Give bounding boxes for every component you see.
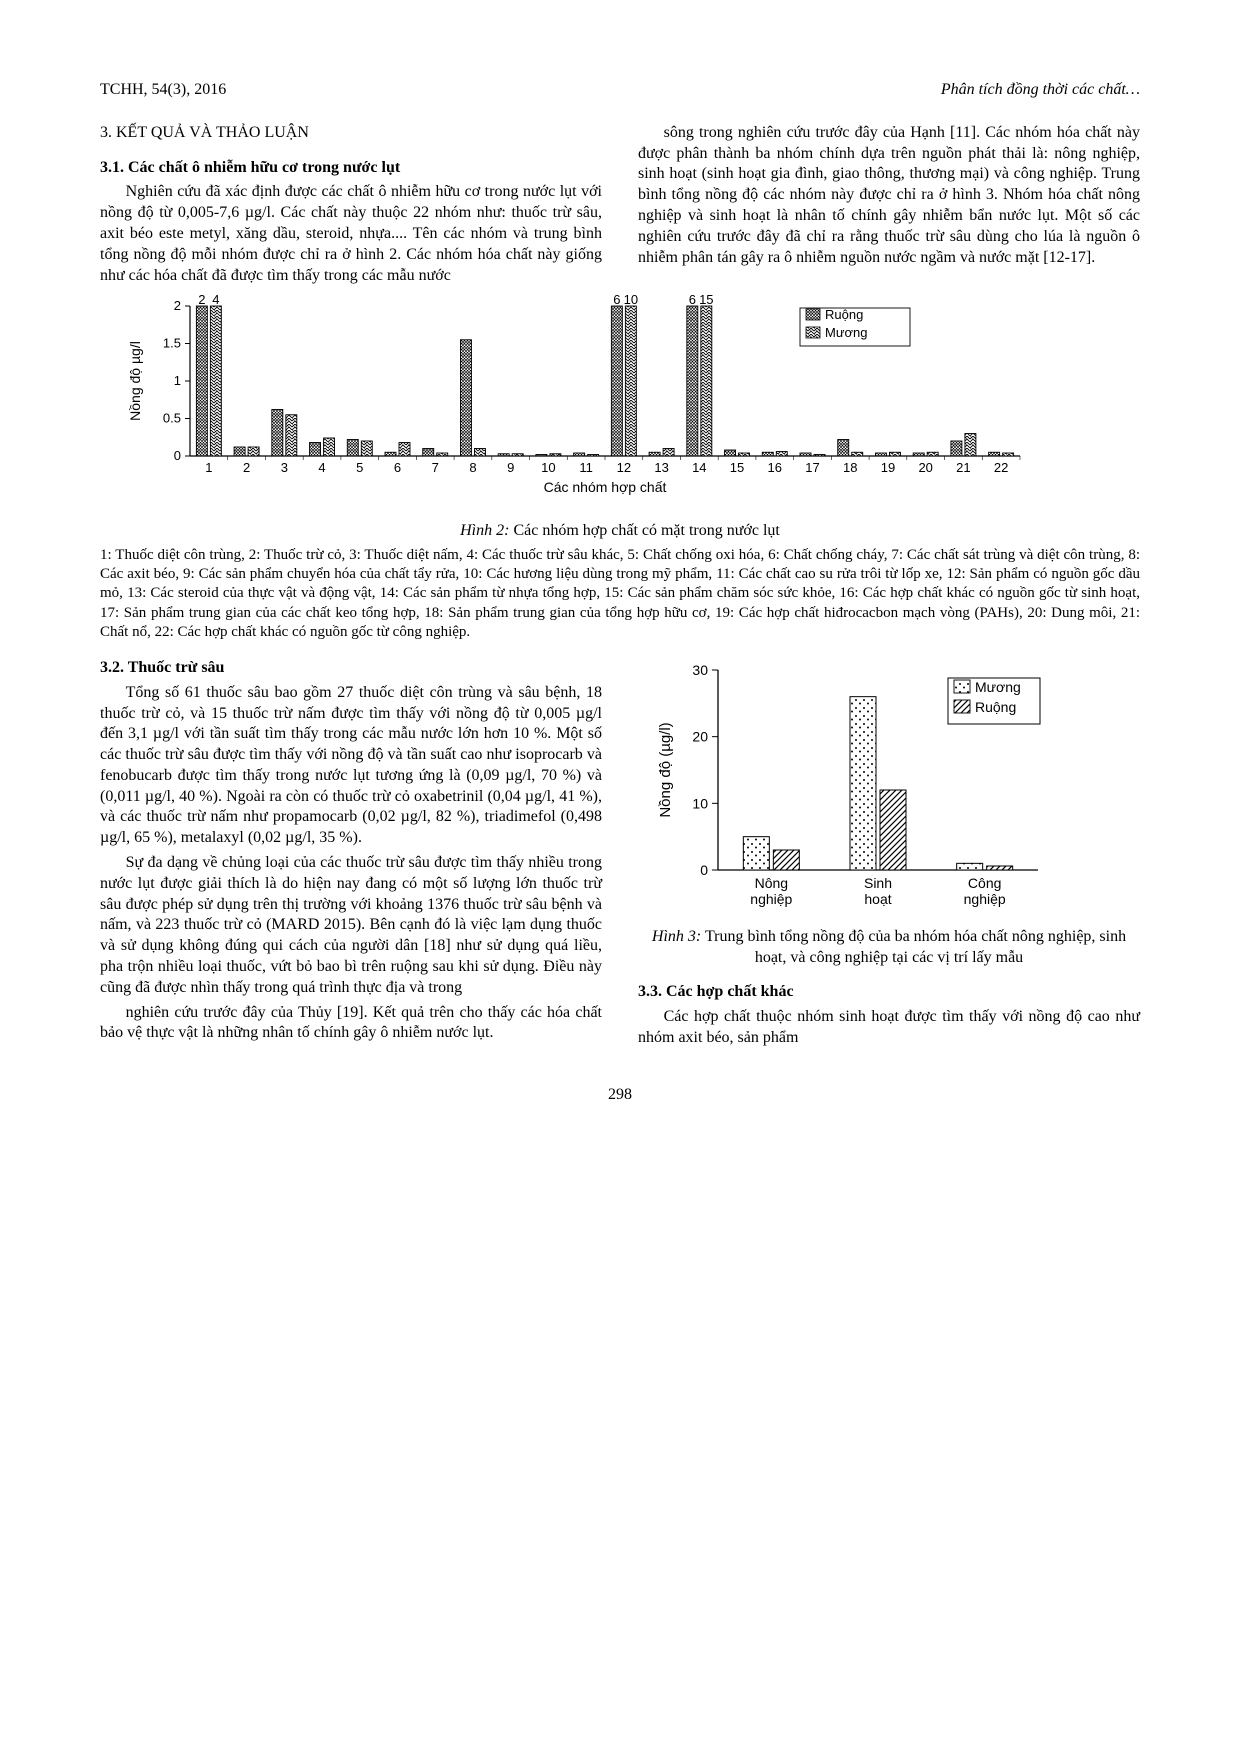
svg-text:20: 20	[918, 460, 932, 475]
running-head-right: Phân tích đồng thời các chất…	[941, 80, 1140, 101]
svg-text:nghiệp: nghiệp	[964, 891, 1006, 907]
svg-text:8: 8	[469, 460, 476, 475]
figure-2-caption: Hình 2: Các nhóm hợp chất có mặt trong n…	[100, 521, 1140, 542]
svg-text:15: 15	[699, 292, 713, 307]
svg-text:10: 10	[624, 292, 638, 307]
svg-text:16: 16	[768, 460, 782, 475]
figure-3-caption-label: Hình 3:	[652, 928, 701, 945]
svg-text:6: 6	[689, 292, 696, 307]
svg-text:Mương: Mương	[975, 679, 1021, 695]
para-right-continuation: nghiên cứu trước đây của Thủy [19]. Kết …	[100, 1003, 602, 1045]
intro-columns: 3. KẾT QUẢ VÀ THẢO LUẬN 3.1. Các chất ô …	[100, 123, 1140, 287]
svg-text:0.5: 0.5	[163, 411, 181, 426]
svg-text:13: 13	[654, 460, 668, 475]
svg-text:6: 6	[613, 292, 620, 307]
svg-text:2: 2	[174, 298, 181, 313]
svg-text:10: 10	[692, 795, 708, 811]
svg-text:Các nhóm hợp chất: Các nhóm hợp chất	[544, 479, 667, 495]
svg-text:18: 18	[843, 460, 857, 475]
para-3.2-a: Tổng số 61 thuốc sâu bao gồm 27 thuốc di…	[100, 683, 602, 849]
svg-text:0: 0	[174, 448, 181, 463]
figure-3-chart: 0102030Nồng độ (µg/l)NôngnghiệpSinhhoạtC…	[638, 658, 1068, 918]
svg-text:5: 5	[356, 460, 363, 475]
svg-text:4: 4	[318, 460, 325, 475]
svg-text:19: 19	[881, 460, 895, 475]
svg-text:7: 7	[432, 460, 439, 475]
svg-text:2: 2	[243, 460, 250, 475]
running-head: TCHH, 54(3), 2016 Phân tích đồng thời cá…	[100, 80, 1140, 101]
svg-text:Công: Công	[968, 875, 1001, 891]
svg-text:Mương: Mương	[825, 325, 868, 340]
svg-text:1: 1	[174, 373, 181, 388]
svg-text:1: 1	[205, 460, 212, 475]
figure-3-caption-text: Trung bình tổng nồng độ của ba nhóm hóa …	[701, 928, 1126, 966]
section-3.3-title: 3.3. Các hợp chất khác	[638, 982, 1140, 1003]
svg-text:12: 12	[617, 460, 631, 475]
figure-2-caption-text: Các nhóm hợp chất có mặt trong nước lụt	[509, 522, 779, 539]
svg-text:Nông: Nông	[755, 875, 788, 891]
svg-text:10: 10	[541, 460, 555, 475]
para-3.1-right: sông trong nghiên cứu trước đây của Hạnh…	[638, 123, 1140, 269]
svg-text:nghiệp: nghiệp	[750, 891, 792, 907]
svg-text:0: 0	[700, 862, 708, 878]
figure-3-caption: Hình 3: Trung bình tổng nồng độ của ba n…	[638, 927, 1140, 969]
svg-text:22: 22	[994, 460, 1008, 475]
svg-text:14: 14	[692, 460, 706, 475]
svg-text:6: 6	[394, 460, 401, 475]
para-3.1-left: Nghiên cứu đã xác định được các chất ô n…	[100, 182, 602, 286]
svg-text:15: 15	[730, 460, 744, 475]
running-head-left: TCHH, 54(3), 2016	[100, 80, 226, 101]
svg-text:3: 3	[281, 460, 288, 475]
svg-text:Ruộng: Ruộng	[975, 699, 1016, 715]
svg-text:Sinh: Sinh	[864, 875, 892, 891]
section-3.1-title: 3.1. Các chất ô nhiễm hữu cơ trong nước …	[100, 158, 602, 179]
lower-columns: 3.2. Thuốc trừ sâu Tổng số 61 thuốc sâu …	[100, 658, 1140, 1052]
figure-2-caption-label: Hình 2:	[460, 522, 509, 539]
figure-2-chart: 00.511.52Nồng độ µg/l1234567891011121314…	[100, 292, 1060, 512]
svg-text:Nồng độ (µg/l): Nồng độ (µg/l)	[657, 722, 674, 817]
svg-text:17: 17	[805, 460, 819, 475]
figure-2-legend-note: 1: Thuốc diệt côn trùng, 2: Thuốc trừ cỏ…	[100, 546, 1140, 642]
svg-text:hoạt: hoạt	[864, 891, 891, 907]
svg-text:Ruộng: Ruộng	[825, 307, 863, 322]
svg-text:30: 30	[692, 662, 708, 678]
figure-3: 0102030Nồng độ (µg/l)NôngnghiệpSinhhoạtC…	[638, 658, 1140, 968]
figure-2: 00.511.52Nồng độ µg/l1234567891011121314…	[100, 292, 1140, 542]
svg-text:1.5: 1.5	[163, 336, 181, 351]
section-3.2-title: 3.2. Thuốc trừ sâu	[100, 658, 602, 679]
svg-text:2: 2	[198, 292, 205, 307]
section-3-title: 3. KẾT QUẢ VÀ THẢO LUẬN	[100, 123, 602, 144]
page-number: 298	[100, 1085, 1140, 1106]
svg-text:9: 9	[507, 460, 514, 475]
svg-text:20: 20	[692, 729, 708, 745]
svg-text:21: 21	[956, 460, 970, 475]
para-3.2-b: Sự đa dạng về chủng loại của các thuốc t…	[100, 853, 602, 999]
svg-text:Nồng độ µg/l: Nồng độ µg/l	[127, 342, 143, 422]
para-3.3: Các hợp chất thuộc nhóm sinh hoạt được t…	[638, 1007, 1140, 1049]
svg-text:11: 11	[579, 460, 593, 475]
svg-text:4: 4	[212, 292, 219, 307]
